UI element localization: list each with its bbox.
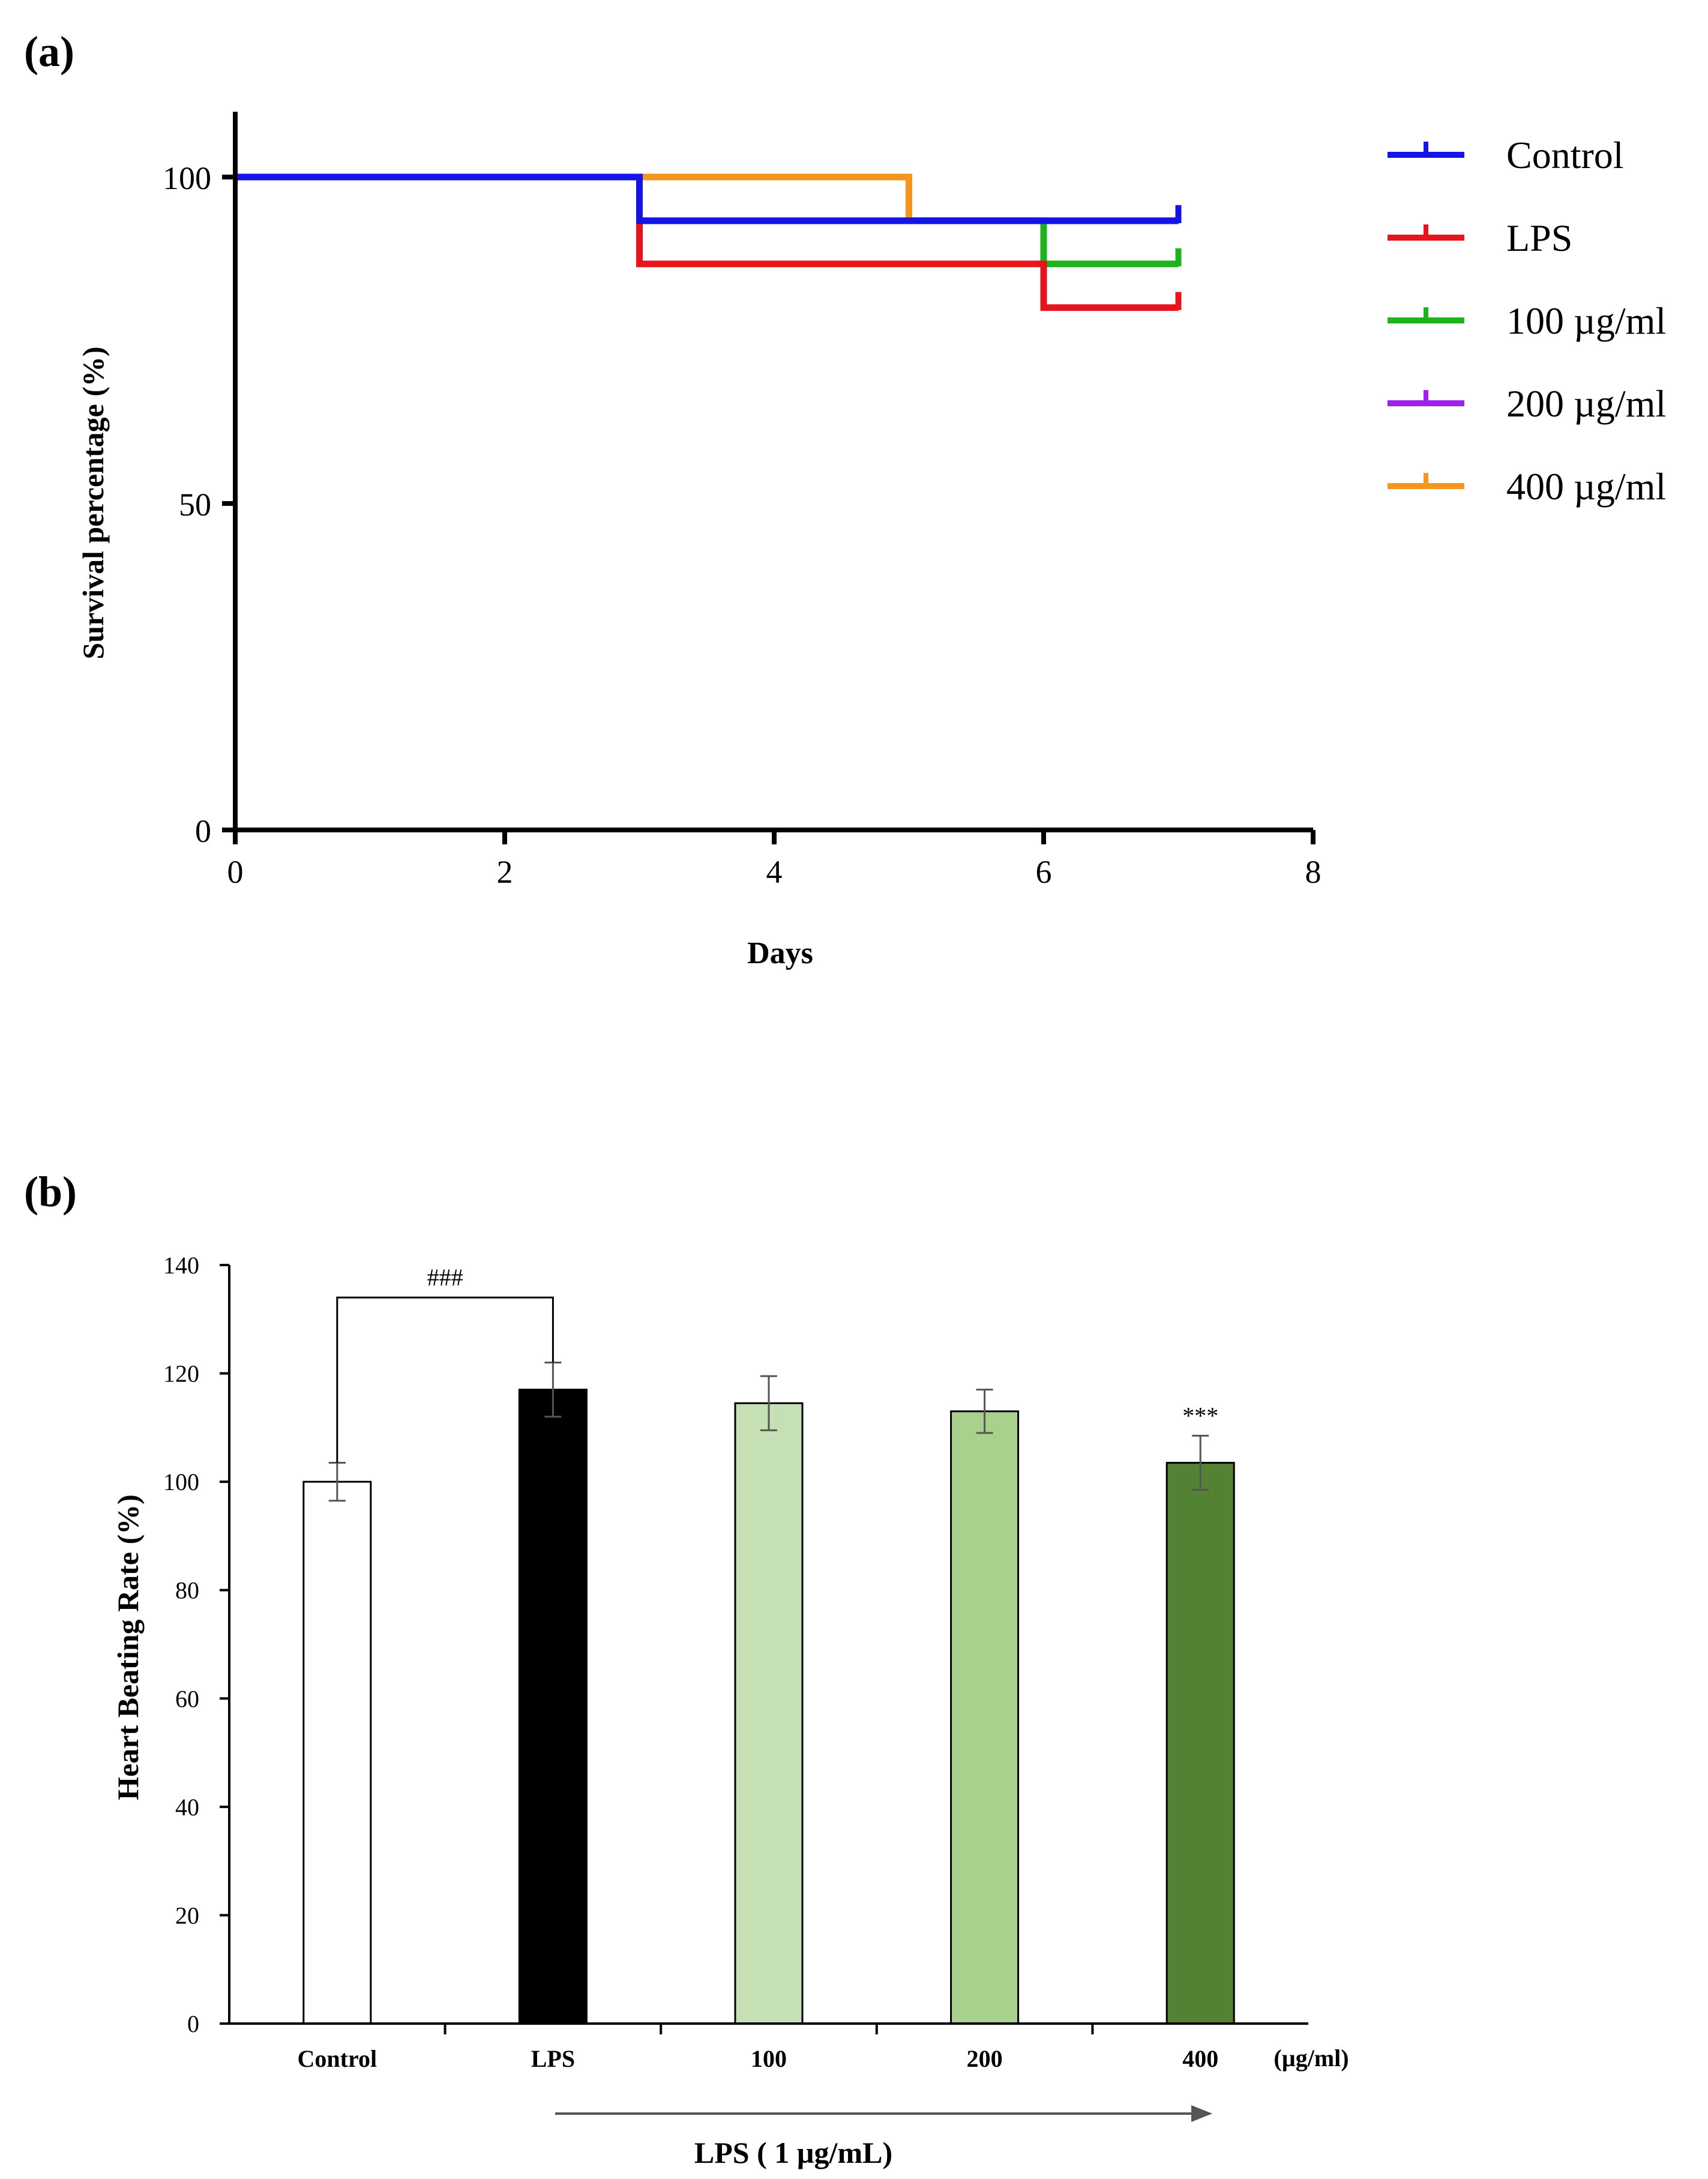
bar-lps [518,1389,588,2025]
survival-y-tick-label: 100 [163,160,211,196]
bar-category-label: 200 [967,2045,1003,2072]
bar-category-label: 400 [1182,2045,1218,2072]
bar-category-label: Control [297,2045,377,2072]
survival-series-group [235,173,1182,311]
bar-y-tick-label: 20 [175,1902,199,1929]
survival-y-tick-label: 50 [179,487,211,523]
legend-label: LPS [1506,217,1572,259]
survival-x-tick-label: 4 [766,854,783,890]
bar-y-tick-label: 0 [187,2010,199,2037]
survival-line-control [235,173,1179,224]
survival-y-ticks: 0 50 100 [163,160,235,849]
survival-x-ticks: 0 2 4 6 8 [227,830,1322,890]
survival-x-tick-label: 6 [1036,854,1052,890]
panel-a-label: (a) [24,28,74,76]
bar-unit-label: (µg/ml) [1273,2045,1349,2072]
survival-y-axis-label: Survival percentage (%) [76,346,110,659]
legend-label: 400 µg/ml [1506,465,1666,508]
legend-label: 200 µg/ml [1506,382,1666,425]
survival-line-400-g-ml [235,173,1179,224]
bar-200 [950,1410,1020,2025]
bar-400 [1165,1462,1235,2025]
bar-x-ticks: Control LPS 100 200 400 [297,2024,1218,2072]
significance-annotations: ### *** [336,1264,1218,1463]
bar-y-tick-label: 100 [163,1468,199,1495]
bar-y-axis-label: Heart Beating Rate (%) [111,1494,145,1800]
bar-y-ticks: 0 20 40 60 80 100 120 140 [163,1252,229,2037]
bar-category-label: LPS [531,2045,575,2072]
bar-100 [734,1402,804,2025]
bar-y-tick-label: 140 [163,1252,199,1279]
bar-category-label: 100 [751,2045,787,2072]
heart-rate-bar-chart: 0 20 40 60 80 100 120 140 Control LPS 100 200 400 #… [111,1252,1349,2169]
survival-x-axis-label: Days [747,936,813,970]
significance-bracket [336,1296,554,1463]
survival-x-tick-label: 2 [497,854,513,890]
bar-x-axis-label: LPS ( 1 µg/mL) [694,2136,892,2169]
bar-y-tick-label: 80 [175,1577,199,1604]
bar-y-tick-label: 40 [175,1794,199,1821]
legend-label: 100 µg/ml [1506,299,1666,342]
lps-arrow-head [1191,2105,1212,2122]
panel-b-label: (b) [24,1168,77,1216]
survival-legend: Control LPS 100 µg/ml 200 µg/ml 400 µg/ml [1388,134,1666,508]
survival-x-tick-label: 0 [227,854,244,890]
significance-marker: *** [1182,1402,1218,1429]
survival-line-lps [235,173,1179,311]
significance-label: ### [427,1264,463,1291]
bar-group [302,1389,1235,2025]
bar-control [302,1480,372,2025]
survival-y-tick-label: 0 [195,813,211,849]
bar-y-tick-label: 60 [175,1685,199,1712]
survival-chart: 0 50 100 0 2 4 6 8 Days Survival percentage (%… [76,112,1666,970]
survival-x-tick-label: 8 [1305,854,1322,890]
bar-y-tick-label: 120 [163,1360,199,1387]
legend-label: Control [1506,134,1624,176]
survival-line-200-g-ml [235,173,1179,224]
